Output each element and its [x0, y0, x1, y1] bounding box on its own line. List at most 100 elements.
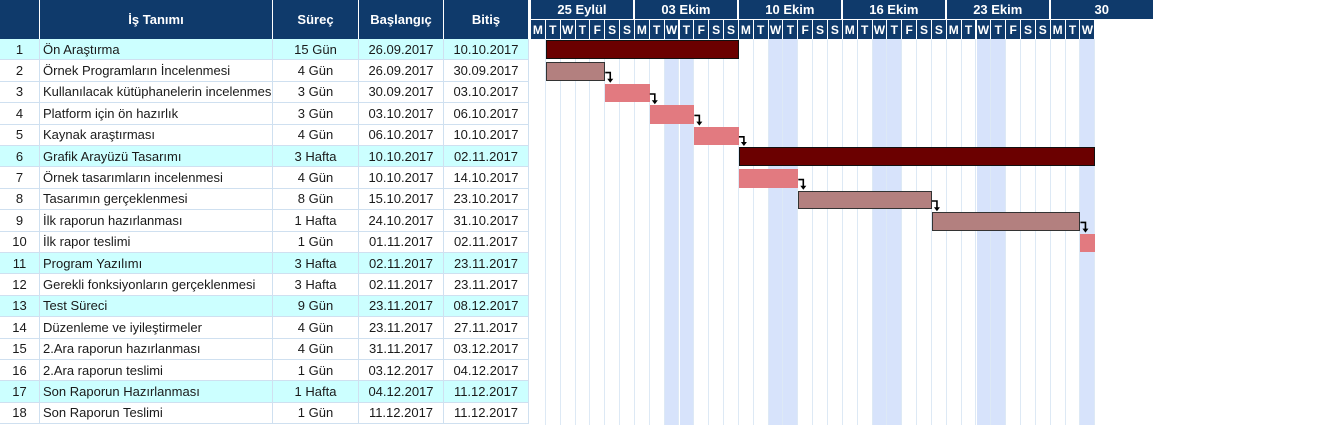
task-name[interactable]: 2.Ara raporun hazırlanması [40, 338, 273, 360]
task-number[interactable]: 6 [0, 146, 40, 168]
task-end-date[interactable]: 31.10.2017 [444, 210, 529, 232]
task-number[interactable]: 9 [0, 210, 40, 232]
task-end-date[interactable]: 23.10.2017 [444, 188, 529, 211]
task-number[interactable]: 5 [0, 124, 40, 146]
task-bar[interactable] [605, 83, 650, 103]
task-start-date[interactable]: 06.10.2017 [359, 124, 444, 146]
task-duration[interactable]: 1 Hafta [273, 381, 359, 403]
task-number[interactable]: 15 [0, 338, 40, 360]
task-number[interactable]: 4 [0, 103, 40, 125]
header-end-date[interactable]: Bitiş [444, 0, 529, 39]
task-duration[interactable]: 3 Hafta [273, 253, 359, 275]
task-start-date[interactable]: 26.09.2017 [359, 60, 444, 82]
task-name[interactable]: Son Raporun Hazırlanması [40, 381, 273, 403]
task-number[interactable]: 3 [0, 81, 40, 104]
task-start-date[interactable]: 10.10.2017 [359, 167, 444, 189]
task-duration[interactable]: 4 Gün [273, 60, 359, 82]
task-name[interactable]: Grafik Arayüzü Tasarımı [40, 146, 273, 168]
task-start-date[interactable]: 02.11.2017 [359, 253, 444, 275]
task-duration[interactable]: 9 Gün [273, 295, 359, 318]
task-name[interactable]: Tasarımın gerçeklenmesi [40, 188, 273, 211]
task-end-date[interactable]: 06.10.2017 [444, 103, 529, 125]
task-end-date[interactable]: 11.12.2017 [444, 402, 529, 425]
task-name[interactable]: Düzenleme ve iyileştirmeler [40, 317, 273, 339]
task-number[interactable]: 2 [0, 60, 40, 82]
task-duration[interactable]: 1 Hafta [273, 210, 359, 232]
task-name[interactable]: Platform için ön hazırlık [40, 103, 273, 125]
task-name[interactable]: Örnek Programların İncelenmesi [40, 60, 273, 82]
task-end-date[interactable]: 10.10.2017 [444, 39, 529, 61]
task-duration[interactable]: 3 Gün [273, 81, 359, 104]
task-bar[interactable] [738, 169, 799, 188]
task-start-date[interactable]: 23.11.2017 [359, 295, 444, 318]
task-duration[interactable]: 1 Gün [273, 231, 359, 253]
header-task-name[interactable]: İş Tanımı [40, 0, 273, 39]
task-number[interactable]: 1 [0, 39, 40, 61]
task-start-date[interactable]: 02.11.2017 [359, 274, 444, 296]
task-name[interactable]: Test Süreci [40, 295, 273, 318]
task-bar[interactable] [1080, 233, 1096, 252]
task-duration[interactable]: 3 Hafta [273, 274, 359, 296]
task-number[interactable]: 17 [0, 381, 40, 403]
task-name[interactable]: Gerekli fonksiyonların gerçeklenmesi [40, 274, 273, 296]
task-duration[interactable]: 8 Gün [273, 188, 359, 211]
task-start-date[interactable]: 04.12.2017 [359, 381, 444, 403]
task-number[interactable]: 8 [0, 188, 40, 211]
task-duration[interactable]: 15 Gün [273, 39, 359, 61]
task-duration[interactable]: 4 Gün [273, 338, 359, 360]
summary-bar[interactable] [545, 40, 739, 60]
task-start-date[interactable]: 11.12.2017 [359, 402, 444, 425]
task-duration[interactable]: 1 Gün [273, 360, 359, 382]
task-duration[interactable]: 4 Gün [273, 167, 359, 189]
task-end-date[interactable]: 03.10.2017 [444, 81, 529, 104]
task-number[interactable]: 10 [0, 231, 40, 253]
task-start-date[interactable]: 24.10.2017 [359, 210, 444, 232]
task-name[interactable]: Ön Araştırma [40, 39, 273, 61]
task-name[interactable]: 2.Ara raporun teslimi [40, 360, 273, 382]
task-end-date[interactable]: 02.11.2017 [444, 146, 529, 168]
task-start-date[interactable]: 03.12.2017 [359, 360, 444, 382]
task-start-date[interactable]: 15.10.2017 [359, 188, 444, 211]
task-duration[interactable]: 4 Gün [273, 124, 359, 146]
task-end-date[interactable]: 23.11.2017 [444, 274, 529, 296]
task-number[interactable]: 13 [0, 295, 40, 318]
task-start-date[interactable]: 26.09.2017 [359, 39, 444, 61]
task-number[interactable]: 16 [0, 360, 40, 382]
task-number[interactable]: 14 [0, 317, 40, 339]
task-duration[interactable]: 3 Gün [273, 103, 359, 125]
task-name[interactable]: Kaynak araştırması [40, 124, 273, 146]
task-name[interactable]: Örnek tasarımların incelenmesi [40, 167, 273, 189]
task-end-date[interactable]: 10.10.2017 [444, 124, 529, 146]
task-start-date[interactable]: 23.11.2017 [359, 317, 444, 339]
task-number[interactable]: 18 [0, 402, 40, 425]
task-end-date[interactable]: 11.12.2017 [444, 381, 529, 403]
task-bar[interactable] [649, 105, 695, 124]
task-end-date[interactable]: 04.12.2017 [444, 360, 529, 382]
header-duration[interactable]: Süreç [273, 0, 359, 39]
task-duration[interactable]: 4 Gün [273, 317, 359, 339]
task-end-date[interactable]: 23.11.2017 [444, 253, 529, 275]
task-end-date[interactable]: 02.11.2017 [444, 231, 529, 253]
task-name[interactable]: Son Raporun Teslimi [40, 402, 273, 425]
task-end-date[interactable]: 27.11.2017 [444, 317, 529, 339]
task-end-date[interactable]: 08.12.2017 [444, 295, 529, 318]
header-start-date[interactable]: Başlangıç [359, 0, 444, 39]
task-start-date[interactable]: 01.11.2017 [359, 231, 444, 253]
task-number[interactable]: 11 [0, 253, 40, 275]
task-bar[interactable] [694, 126, 739, 145]
task-bar[interactable] [545, 62, 606, 81]
task-end-date[interactable]: 30.09.2017 [444, 60, 529, 82]
task-bar[interactable] [798, 190, 932, 210]
task-bar[interactable] [931, 212, 1081, 231]
summary-bar[interactable] [738, 147, 1096, 167]
task-end-date[interactable]: 03.12.2017 [444, 338, 529, 360]
task-name[interactable]: Program Yazılımı [40, 253, 273, 275]
task-name[interactable]: Kullanılacak kütüphanelerin incelenmesi [40, 81, 273, 104]
task-start-date[interactable]: 03.10.2017 [359, 103, 444, 125]
task-number[interactable]: 7 [0, 167, 40, 189]
task-name[interactable]: İlk rapor teslimi [40, 231, 273, 253]
task-start-date[interactable]: 10.10.2017 [359, 146, 444, 168]
task-end-date[interactable]: 14.10.2017 [444, 167, 529, 189]
task-start-date[interactable]: 30.09.2017 [359, 81, 444, 104]
task-duration[interactable]: 1 Gün [273, 402, 359, 425]
